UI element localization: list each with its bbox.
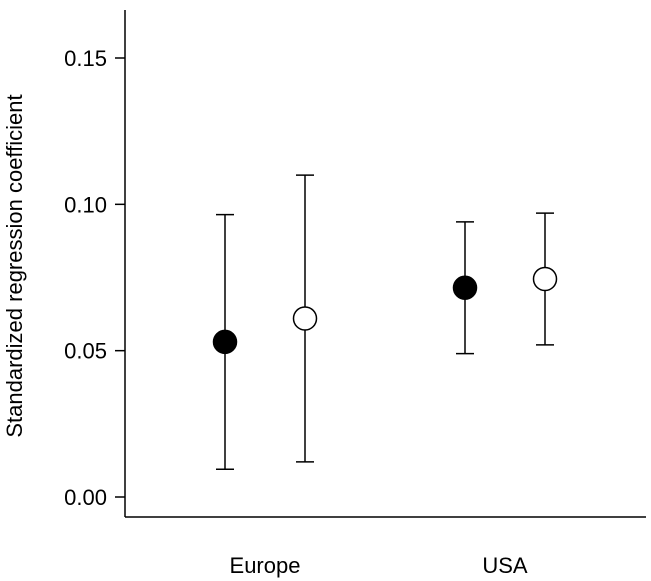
data-point: [532, 266, 558, 292]
x-category-label: USA: [482, 553, 528, 578]
y-axis-label: Standardized regression coefficient: [2, 94, 27, 437]
y-ticks: 0.00 0.05 0.10 0.15: [64, 46, 125, 510]
y-tick-label: 0.05: [64, 339, 107, 364]
x-category-labels: Europe USA: [230, 553, 528, 578]
x-category-label: Europe: [230, 553, 301, 578]
data-point: [292, 306, 318, 331]
y-tick-label: 0.10: [64, 192, 107, 217]
data-point: [452, 275, 478, 300]
y-tick-label: 0.15: [64, 46, 107, 71]
data-point: [212, 329, 238, 355]
data-marks: [212, 174, 558, 470]
y-tick-label: 0.00: [64, 485, 107, 510]
